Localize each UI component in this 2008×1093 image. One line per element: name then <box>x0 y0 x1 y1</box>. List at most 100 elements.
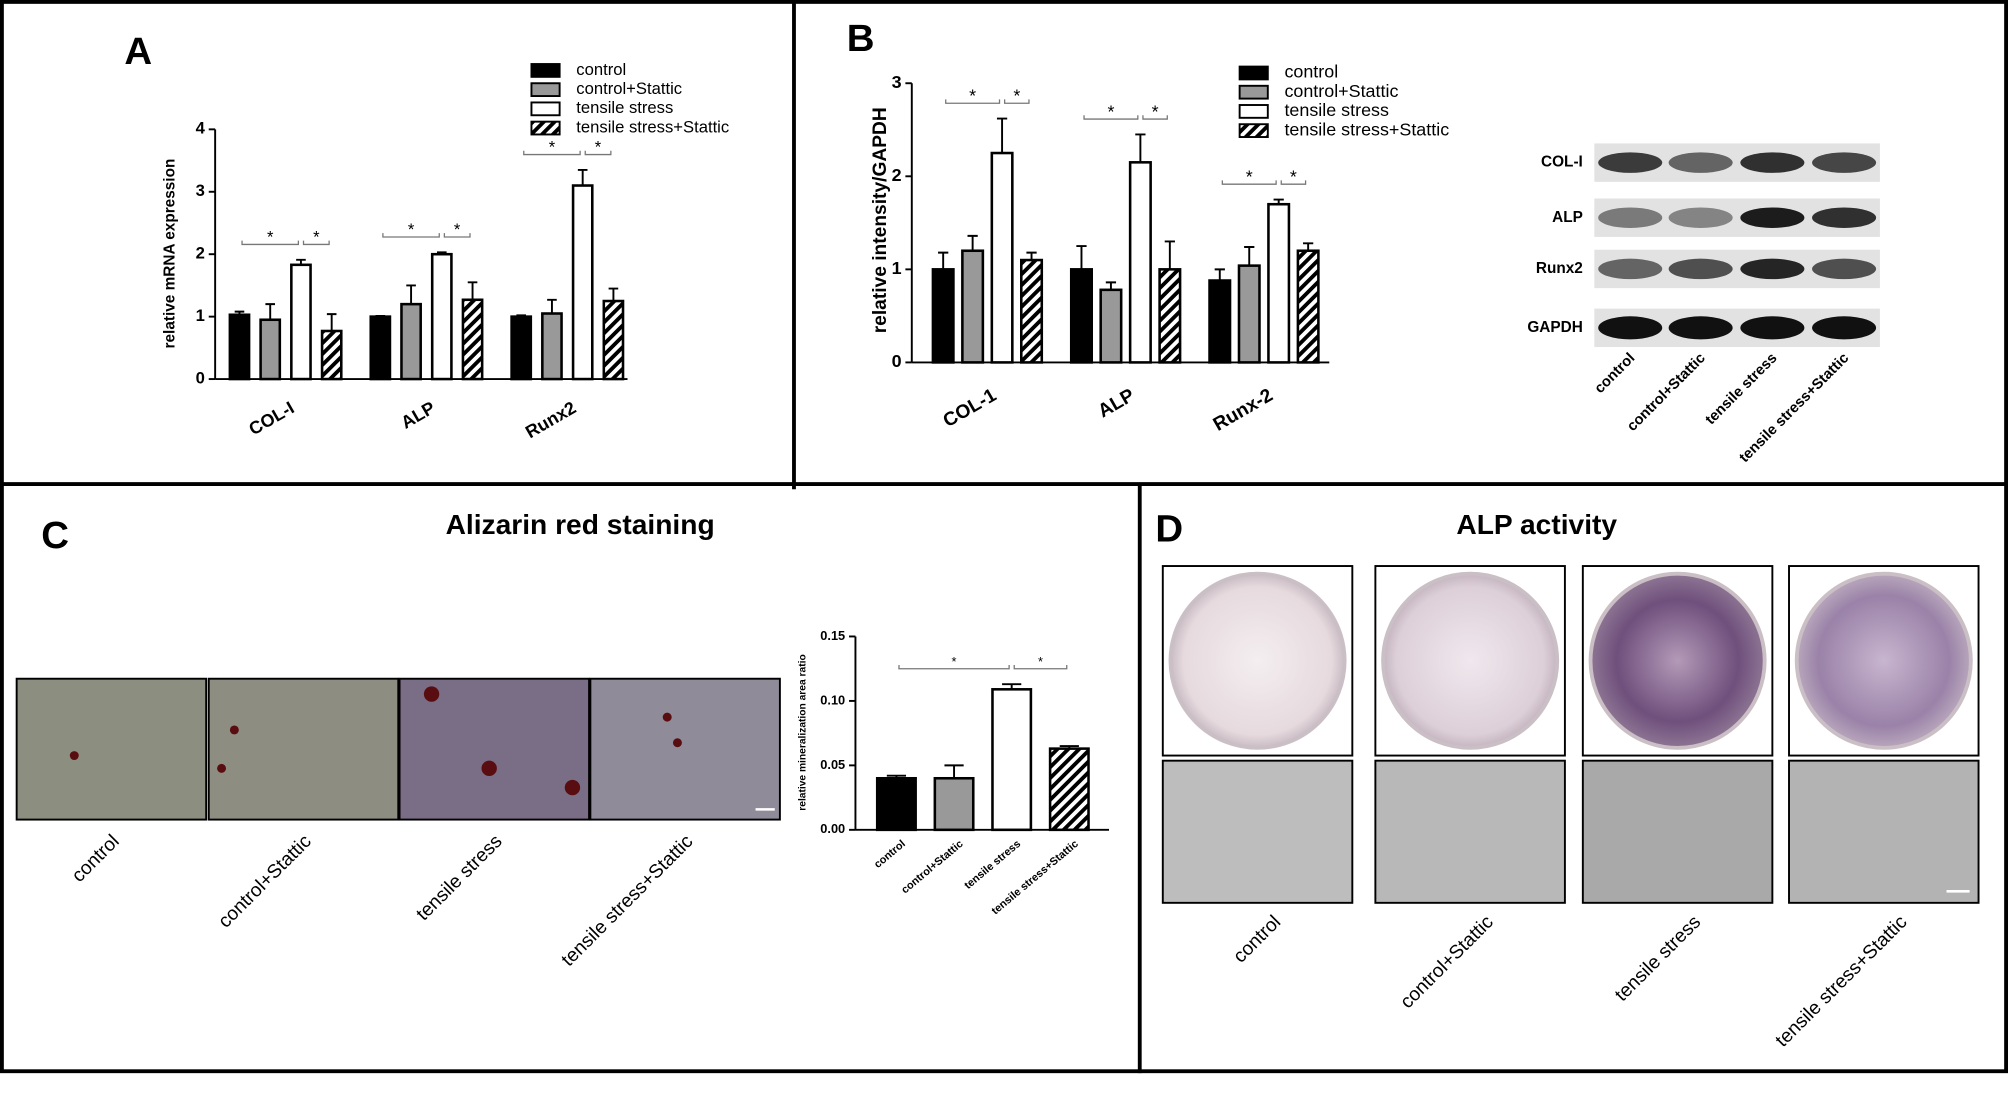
panel-letter: D <box>1155 508 1183 551</box>
error-bar <box>996 117 1008 154</box>
bar <box>991 688 1033 832</box>
bar <box>1158 268 1182 364</box>
blot-band <box>1668 258 1733 280</box>
x-tick-label: Runx2 <box>522 397 579 442</box>
bar <box>1267 202 1291 364</box>
error-bar <box>296 258 306 265</box>
blot-band <box>1598 152 1663 173</box>
significance-label: * <box>1290 167 1297 187</box>
stain-spot <box>69 751 79 761</box>
error-bar <box>1214 268 1225 281</box>
significance-bracket <box>1083 115 1139 120</box>
significance-bracket <box>382 233 440 238</box>
blot-band <box>1668 207 1733 228</box>
error-bar <box>437 251 447 255</box>
x-tick-label: control <box>872 838 908 871</box>
blot-band <box>1598 207 1663 228</box>
bar <box>602 299 625 381</box>
error-bar <box>938 251 949 270</box>
blot-row-label: COL-I <box>1541 154 1583 171</box>
legend-swatch <box>530 120 561 136</box>
x-tick-label: Runx-2 <box>1210 385 1277 436</box>
significance-bracket <box>1004 99 1030 104</box>
error-bar <box>944 764 964 779</box>
bar <box>1069 268 1094 364</box>
significance-bracket <box>443 233 471 238</box>
panel-letter: C <box>41 514 69 557</box>
error-bar <box>1076 245 1087 270</box>
blot-row-label: Runx2 <box>1536 260 1583 277</box>
y-axis-label: relative mineralization area ratio <box>798 654 809 810</box>
error-bar <box>1164 240 1175 270</box>
bar <box>320 329 343 381</box>
y-tick-label: 4 <box>196 119 206 138</box>
bar <box>259 318 282 381</box>
micrograph <box>207 677 400 821</box>
legend-label: tensile stress+Stattic <box>576 117 729 136</box>
error-bar <box>234 310 245 315</box>
blot-band <box>1812 152 1877 173</box>
error-bar <box>886 774 907 779</box>
image-label: tensile stress+Stattic <box>558 831 698 971</box>
bar <box>290 263 312 381</box>
x-tick-label: COL-1 <box>940 385 1001 432</box>
x-tick-label: ALP <box>397 397 438 432</box>
error-bar <box>1105 281 1117 290</box>
bar <box>461 298 484 381</box>
significance-label: * <box>549 138 556 157</box>
blot-band <box>1740 152 1805 173</box>
dish <box>1588 571 1767 750</box>
panel-title: Alizarin red staining <box>446 508 715 540</box>
error-bar <box>406 284 416 305</box>
bar <box>931 268 955 364</box>
significance-label: * <box>1038 654 1043 669</box>
micrograph <box>1161 759 1354 904</box>
blot-band <box>1668 316 1733 340</box>
legend-swatch <box>530 101 561 117</box>
x-tick-label: ALP <box>1095 385 1139 422</box>
bar <box>1020 258 1044 364</box>
significance-label: * <box>313 227 320 246</box>
micrograph <box>1581 759 1774 904</box>
significance-bracket <box>523 150 581 156</box>
y-axis-label: relative intensity/GAPDH <box>870 107 891 333</box>
dish <box>1381 571 1560 750</box>
error-bar <box>577 168 588 186</box>
error-bar <box>467 281 478 300</box>
legend-label: control+Stattic <box>1284 81 1398 101</box>
legend-swatch <box>1238 104 1269 119</box>
bar <box>961 249 985 364</box>
y-tick-label: 0.10 <box>820 692 845 707</box>
blot-band <box>1598 258 1663 280</box>
bar <box>1296 249 1320 364</box>
bar <box>1099 288 1123 364</box>
significance-bracket <box>1013 664 1068 670</box>
y-tick-label: 3 <box>196 181 205 200</box>
legend-swatch <box>530 63 561 78</box>
panel-letter: B <box>847 17 875 60</box>
error-bar <box>1135 133 1146 163</box>
bar <box>990 151 1014 364</box>
legend-swatch <box>1238 123 1269 138</box>
significance-bracket <box>302 240 330 246</box>
bar <box>571 184 594 381</box>
blot-band <box>1740 258 1805 280</box>
bar <box>369 315 392 381</box>
micrograph <box>589 677 781 821</box>
stain-spot <box>481 760 497 777</box>
significance-bracket <box>945 99 1001 104</box>
bar <box>228 313 251 381</box>
y-tick-label: 0.15 <box>820 628 845 643</box>
error-bar <box>375 315 386 317</box>
y-tick-label: 1 <box>196 306 205 325</box>
stain-spot <box>229 725 239 735</box>
bar <box>541 312 563 381</box>
image-label: control+Stattic <box>215 831 316 932</box>
micrograph <box>15 677 208 821</box>
micrograph <box>398 677 591 821</box>
panel-title: ALP activity <box>1456 508 1617 540</box>
legend-swatch <box>1238 65 1269 81</box>
y-tick-label: 2 <box>892 165 902 185</box>
significance-label: * <box>969 86 976 106</box>
